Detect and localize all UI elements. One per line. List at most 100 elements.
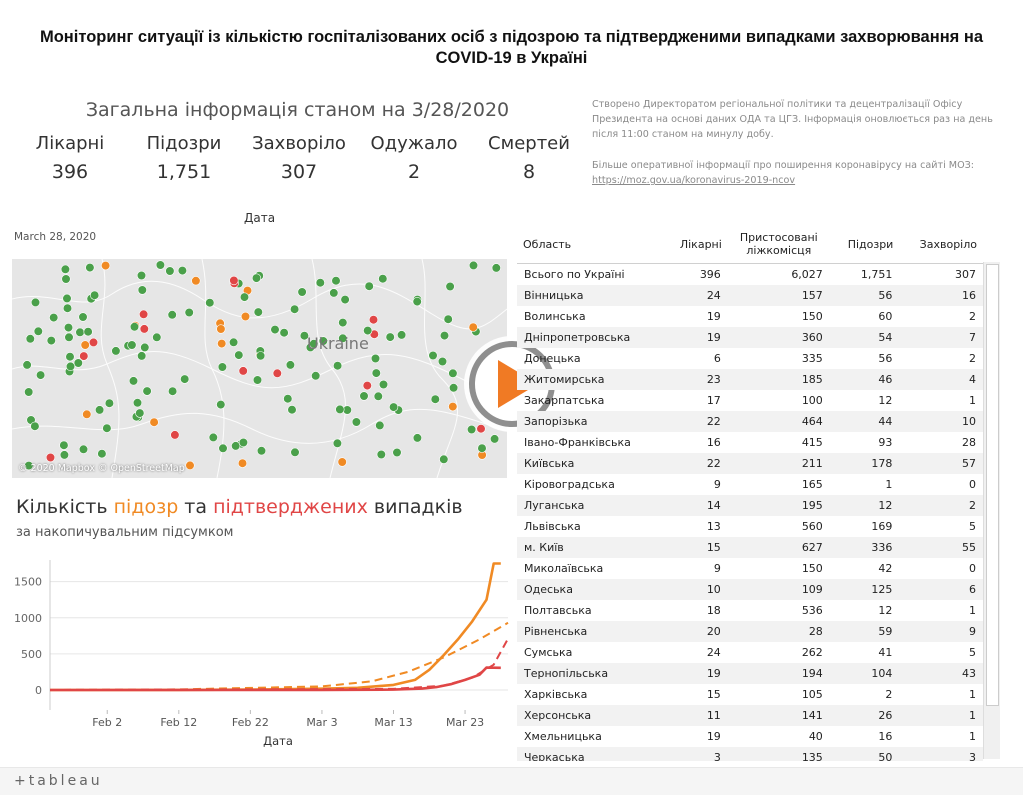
map-marker	[165, 266, 175, 276]
map-marker	[437, 356, 448, 367]
table-row[interactable]: м. Київ 15 627 336 55	[517, 537, 983, 558]
table-header-row: Область Лікарні Пристосовані ліжкомісця …	[517, 225, 983, 264]
chart-subtitle: за накопичувальним підсумком	[16, 525, 234, 540]
map-marker	[35, 370, 46, 380]
col-confirmed[interactable]: Захворіло	[919, 237, 977, 251]
kpi-confirmed: Захворіло 307	[244, 133, 354, 183]
table-row[interactable]: Вінницька 24 157 56 16	[517, 285, 983, 306]
table-row[interactable]: Житомирська 23 185 46 4	[517, 369, 983, 390]
table-total-row[interactable]: Всього по Україні 396 6,027 1,751 307	[517, 263, 983, 285]
map-view[interactable]: Ukraine	[12, 259, 507, 478]
table-row[interactable]: Закарпатська 17 100 12 1	[517, 390, 983, 411]
table-row[interactable]: Київська 22 211 178 57	[517, 453, 983, 474]
map-marker	[73, 358, 83, 368]
table-row[interactable]: Дніпропетровська 19 360 54 7	[517, 327, 983, 348]
map-marker	[217, 362, 227, 372]
map-marker	[89, 290, 100, 300]
cell-region: Львівська	[524, 520, 581, 533]
table-row[interactable]: Черкаська 3 135 50 3	[517, 747, 983, 761]
map-marker	[24, 461, 34, 471]
map-marker	[252, 375, 263, 385]
table-row[interactable]: Тернопільська 19 194 104 43	[517, 663, 983, 684]
cell-beds: 360	[727, 327, 830, 348]
cell-confirmed: 1	[899, 705, 983, 726]
table-row[interactable]: Хмельницька 19 40 16 1	[517, 726, 983, 747]
moz-link[interactable]: https://moz.gov.ua/koronavirus-2019-ncov	[592, 175, 796, 186]
kpi-label: Захворіло	[252, 133, 346, 154]
map-marker	[128, 376, 139, 386]
map-marker	[392, 447, 402, 458]
map-marker	[97, 449, 107, 459]
table-row[interactable]: Кіровоградська 9 165 1 0	[517, 474, 983, 495]
table-row[interactable]: Полтавська 18 536 12 1	[517, 600, 983, 621]
map-country-label: Ukraine	[307, 334, 369, 353]
map-marker	[448, 368, 458, 378]
map-marker	[60, 264, 71, 274]
table-row[interactable]: Івано-Франківська 16 415 93 28	[517, 432, 983, 453]
map-marker	[285, 360, 296, 370]
cell-suspected: 54	[829, 327, 900, 348]
map-marker	[272, 368, 282, 378]
scroll-thumb[interactable]	[986, 264, 999, 706]
cell-hospitals: 20	[662, 621, 728, 642]
cumulative-cases-chart[interactable]: 0 500 1000 1500 Feb 2 Feb 12 Feb 22 Mar 3 Mar 13…	[0, 552, 512, 752]
kpi-suspected: Підозри 1,751	[129, 133, 239, 183]
table-row[interactable]: Харківська 15 105 2 1	[517, 684, 983, 705]
col-region[interactable]: Область	[523, 237, 572, 251]
col-hospitals[interactable]: Лікарні	[679, 237, 722, 251]
cell-suspected: 56	[878, 352, 893, 365]
map-marker	[490, 434, 500, 444]
map-marker	[331, 276, 341, 286]
table-row[interactable]: Донецька 6 335 56 2	[517, 348, 983, 369]
map-marker	[82, 409, 92, 419]
tableau-logo[interactable]: +tableau	[14, 773, 103, 789]
map-marker	[491, 263, 501, 273]
cell-region: Всього по Україні	[517, 263, 663, 285]
cell-hospitals: 6	[713, 352, 721, 365]
map-marker	[65, 361, 76, 371]
regions-table-container[interactable]: Область Лікарні Пристосовані ліжкомісця …	[517, 225, 1001, 761]
regions-table: Область Лікарні Пристосовані ліжкомісця …	[517, 225, 983, 761]
table-row[interactable]: Миколаївська 9 150 42 0	[517, 558, 983, 579]
map-marker	[238, 366, 248, 376]
map-marker	[132, 398, 143, 408]
x-tick-label: Feb 22	[232, 716, 269, 729]
table-row[interactable]: Одеська 10 109 125 6	[517, 579, 983, 600]
map-marker	[62, 293, 72, 304]
cell-region: Вінницька	[517, 285, 663, 306]
cell-suspected: 56	[829, 285, 900, 306]
cell-beds: 150	[801, 562, 823, 575]
table-row[interactable]: Луганська 14 195 12 2	[517, 495, 983, 516]
map-marker	[318, 336, 328, 346]
map-attribution[interactable]: © 2020 Mapbox © OpenStreetMap	[18, 463, 185, 474]
table-row[interactable]: Рівненська 20 28 59 9	[517, 621, 983, 642]
kpi-deaths: Смертей 8	[474, 133, 584, 183]
chart-title-prefix: Кількість	[16, 496, 114, 518]
map-marker	[129, 322, 140, 332]
map-marker	[229, 275, 239, 286]
col-suspected[interactable]: Підозри	[847, 237, 894, 251]
map-marker	[467, 424, 477, 435]
col-beds[interactable]: Пристосовані ліжкомісця	[739, 231, 818, 257]
cell-suspected: 169	[871, 520, 893, 533]
cell-region: Черкаська	[517, 747, 663, 761]
table-row[interactable]: Волинська 19 150 60 2	[517, 306, 983, 327]
map-marker	[30, 297, 41, 308]
cell-suspected: 1	[885, 478, 893, 491]
map-marker	[448, 402, 458, 412]
map-marker	[290, 304, 300, 314]
cell-suspected: 16	[878, 730, 893, 743]
table-row[interactable]: Львівська 13 560 169 5	[517, 516, 983, 537]
cell-confirmed: 16	[899, 285, 983, 306]
cell-region: Запорізька	[517, 411, 663, 432]
map-marker	[238, 437, 248, 448]
more-info-text: Більше оперативної інформації про пошире…	[592, 160, 975, 171]
map-marker	[309, 339, 319, 349]
table-row[interactable]: Херсонська 11 141 26 1	[517, 705, 983, 726]
suspected-trend-line	[49, 621, 509, 691]
cell-hospitals: 23	[662, 369, 728, 390]
table-scrollbar[interactable]	[983, 262, 1000, 759]
map-marker	[22, 360, 32, 370]
table-row[interactable]: Запорізька 22 464 44 10	[517, 411, 983, 432]
table-row[interactable]: Сумська 24 262 41 5	[517, 642, 983, 663]
